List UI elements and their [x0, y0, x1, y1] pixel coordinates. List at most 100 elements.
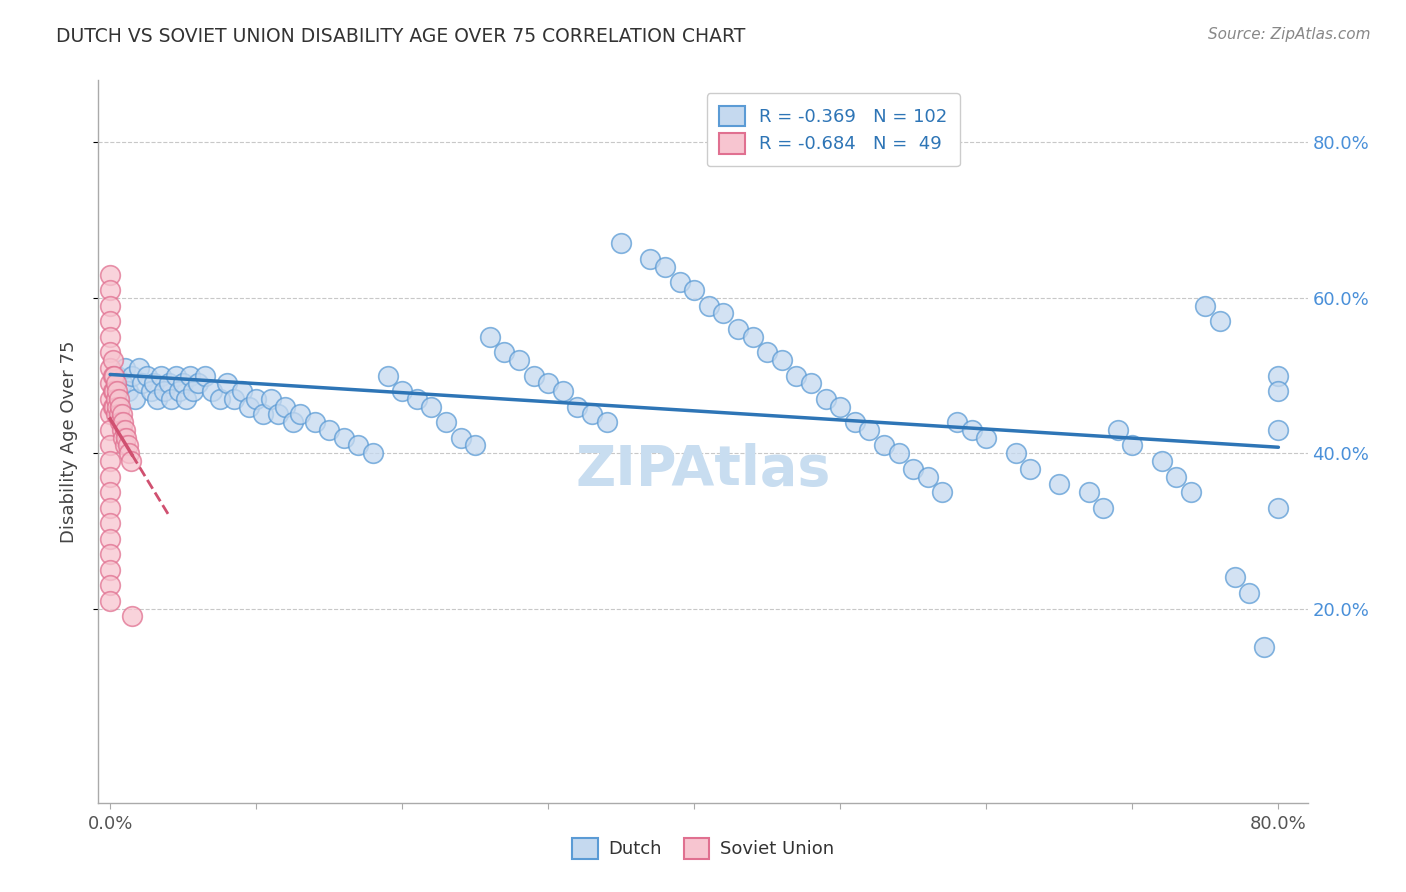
Point: [494, 345, 516, 359]
Point: [1267, 500, 1289, 515]
Point: [165, 368, 187, 383]
Point: [1077, 485, 1099, 500]
Point: [98, 469, 121, 483]
Legend: Dutch, Soviet Union: Dutch, Soviet Union: [565, 830, 841, 866]
Point: [391, 384, 413, 398]
Point: [107, 368, 129, 383]
Point: [917, 469, 939, 483]
Point: [114, 360, 136, 375]
Text: ZIPAtlas: ZIPAtlas: [575, 443, 831, 498]
Point: [107, 400, 129, 414]
Point: [551, 384, 574, 398]
Point: [146, 392, 169, 406]
Point: [157, 376, 180, 391]
Point: [114, 438, 136, 452]
Point: [104, 392, 127, 406]
Point: [111, 408, 134, 422]
Point: [98, 532, 121, 546]
Text: DUTCH VS SOVIET UNION DISABILITY AGE OVER 75 CORRELATION CHART: DUTCH VS SOVIET UNION DISABILITY AGE OVE…: [56, 27, 745, 45]
Point: [1150, 454, 1173, 468]
Point: [224, 392, 246, 406]
Point: [595, 415, 617, 429]
Point: [98, 423, 121, 437]
Point: [101, 368, 124, 383]
Point: [654, 260, 676, 274]
Point: [98, 516, 121, 530]
Point: [117, 384, 139, 398]
Point: [640, 252, 662, 266]
Point: [1267, 423, 1289, 437]
Point: [111, 376, 134, 391]
Point: [347, 438, 370, 452]
Point: [508, 353, 530, 368]
Point: [814, 392, 837, 406]
Point: [98, 578, 121, 592]
Point: [405, 392, 427, 406]
Point: [668, 275, 690, 289]
Point: [208, 392, 231, 406]
Point: [697, 299, 720, 313]
Point: [1267, 368, 1289, 383]
Point: [103, 384, 125, 398]
Point: [108, 408, 131, 422]
Point: [830, 400, 852, 414]
Point: [960, 423, 983, 437]
Point: [153, 384, 176, 398]
Point: [174, 392, 197, 406]
Point: [120, 454, 142, 468]
Point: [1223, 570, 1246, 584]
Point: [115, 431, 138, 445]
Point: [104, 376, 127, 391]
Point: [101, 400, 124, 414]
Point: [304, 415, 326, 429]
Point: [1047, 477, 1070, 491]
Point: [167, 384, 190, 398]
Point: [238, 400, 260, 414]
Point: [124, 392, 146, 406]
Point: [420, 400, 443, 414]
Point: [98, 594, 121, 608]
Point: [785, 368, 807, 383]
Point: [858, 423, 880, 437]
Point: [194, 368, 217, 383]
Point: [112, 431, 135, 445]
Point: [1166, 469, 1188, 483]
Point: [160, 392, 183, 406]
Point: [567, 400, 589, 414]
Point: [98, 392, 121, 406]
Point: [107, 384, 129, 398]
Point: [1253, 640, 1275, 655]
Point: [150, 368, 173, 383]
Point: [128, 360, 150, 375]
Point: [98, 268, 121, 282]
Point: [318, 423, 340, 437]
Point: [903, 461, 925, 475]
Point: [523, 368, 546, 383]
Text: Source: ZipAtlas.com: Source: ZipAtlas.com: [1208, 27, 1371, 42]
Point: [434, 415, 457, 429]
Point: [121, 609, 143, 624]
Point: [101, 384, 124, 398]
Point: [274, 400, 297, 414]
Point: [98, 547, 121, 561]
Point: [281, 415, 304, 429]
Point: [377, 368, 399, 383]
Point: [478, 329, 501, 343]
Point: [1194, 299, 1216, 313]
Point: [183, 384, 205, 398]
Point: [727, 322, 749, 336]
Point: [1107, 423, 1129, 437]
Point: [201, 384, 224, 398]
Point: [873, 438, 896, 452]
Point: [135, 368, 157, 383]
Point: [103, 400, 125, 414]
Point: [770, 353, 793, 368]
Point: [98, 485, 121, 500]
Point: [112, 415, 135, 429]
Point: [110, 400, 132, 414]
Point: [537, 376, 560, 391]
Point: [800, 376, 823, 391]
Point: [581, 408, 603, 422]
Point: [1019, 461, 1042, 475]
Point: [267, 408, 290, 422]
